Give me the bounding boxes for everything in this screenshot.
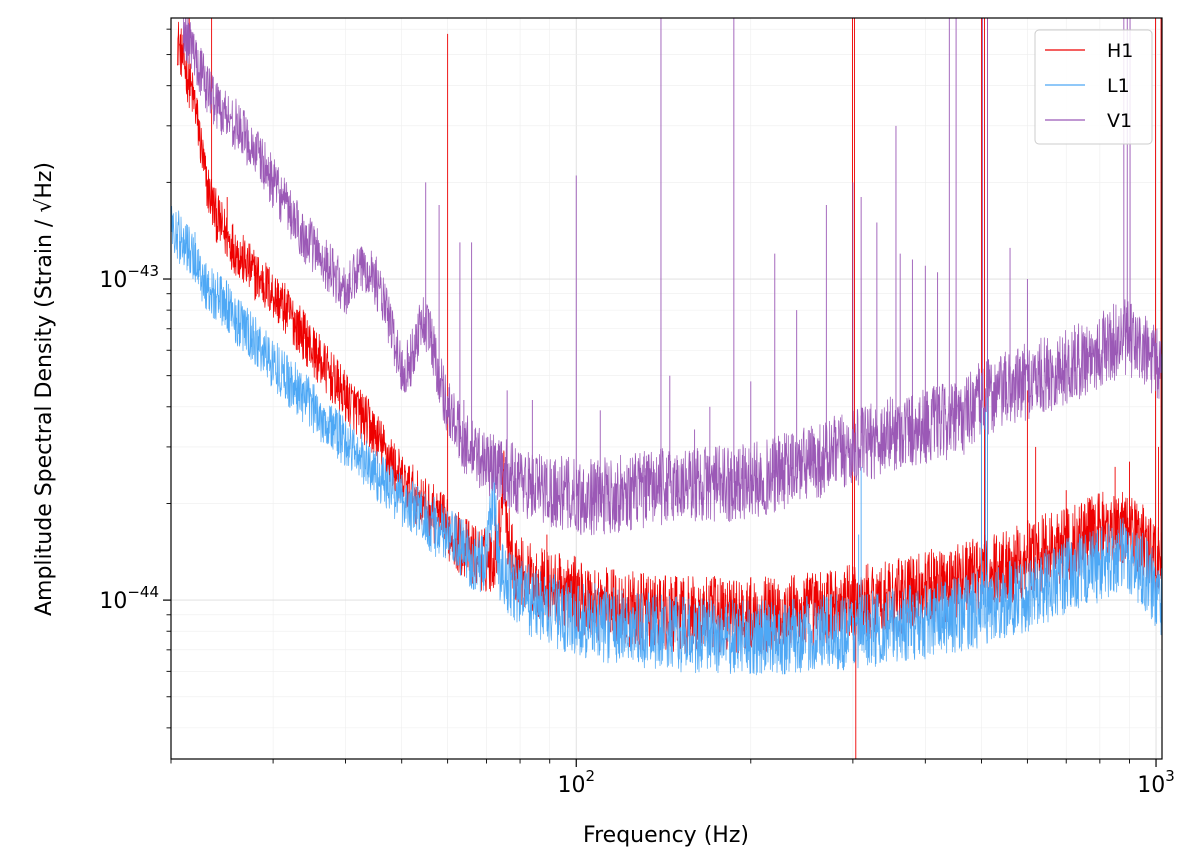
- legend-box: [1034, 29, 1153, 145]
- x-tick-label: 102: [557, 767, 595, 798]
- series-v1: [182, 18, 1162, 536]
- series-l1-trace: [171, 205, 1162, 676]
- series-h1-trace: [176, 21, 1162, 654]
- legend-label-v1: V1: [1107, 110, 1132, 132]
- y-tick-label: 10−43: [99, 262, 159, 293]
- series-v1-trace: [182, 18, 1162, 536]
- plot-frame: [170, 17, 1163, 760]
- axis-ticks: 102 103 10−44 10−43: [99, 28, 1175, 798]
- legend-label-h1: H1: [1107, 40, 1133, 62]
- legend-label-l1: L1: [1107, 75, 1130, 97]
- x-tick-label: 103: [1137, 767, 1175, 798]
- legend: H1 L1 V1: [1034, 29, 1153, 145]
- x-axis-label: Frequency (Hz): [583, 823, 749, 848]
- series-layer: [171, 18, 1162, 759]
- y-axis-label: Amplitude Spectral Density (Strain / √Hz…: [32, 162, 57, 616]
- y-tick-label: 10−44: [99, 583, 159, 614]
